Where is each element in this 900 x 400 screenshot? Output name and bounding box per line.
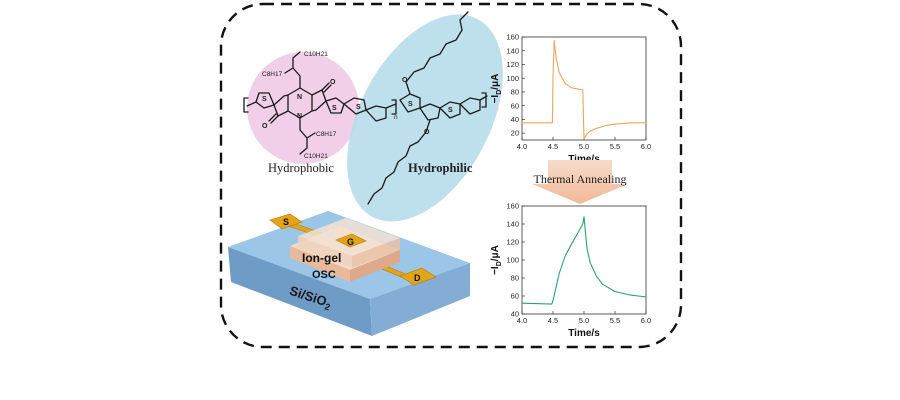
atom-label: N bbox=[297, 113, 302, 120]
y-tick-label: 100 bbox=[506, 256, 519, 265]
y-tick-label: 120 bbox=[506, 60, 519, 69]
y-tick-label: 120 bbox=[506, 238, 519, 247]
chain-label-bottom-a: C8H17 bbox=[316, 131, 337, 138]
y-axis-label: −ID/μA bbox=[490, 245, 503, 275]
x-tick-label: 6.0 bbox=[641, 316, 651, 325]
series-line bbox=[522, 39, 646, 140]
y-tick-label: 140 bbox=[506, 220, 519, 229]
drain-electrode bbox=[399, 267, 437, 286]
atom-label: N bbox=[297, 94, 302, 101]
atom-label: O bbox=[262, 123, 268, 130]
polymer-repeat-subscript: n bbox=[394, 114, 398, 121]
x-axis-label: Time/s bbox=[568, 328, 600, 339]
y-tick-label: 40 bbox=[511, 310, 519, 319]
polymer-structure: C10H21 C8H17 C8H17 C10H21 n N N O O O O … bbox=[243, 11, 503, 222]
x-axis-label: Time/s bbox=[568, 154, 600, 165]
atom-label: O bbox=[424, 129, 430, 136]
atom-label: S bbox=[408, 101, 413, 108]
x-tick-label: 5.0 bbox=[579, 316, 589, 325]
thiophene-ring bbox=[365, 105, 387, 122]
substrate-side-right bbox=[370, 263, 470, 336]
y-tick-label: 160 bbox=[506, 33, 519, 42]
atom-label: S bbox=[356, 104, 361, 111]
y-tick-label: 160 bbox=[506, 202, 519, 211]
ion-gel-side-right bbox=[352, 238, 400, 268]
thiophene-ring bbox=[399, 93, 421, 113]
x-tick-label: 4.0 bbox=[517, 316, 527, 325]
x-tick-label: 4.0 bbox=[517, 142, 527, 151]
hydrophobic-label: Hydrophobic bbox=[268, 161, 334, 175]
y-tick-label: 40 bbox=[511, 115, 519, 124]
source-electrode bbox=[269, 213, 303, 230]
hydrophobic-region bbox=[247, 52, 359, 164]
osc-label: OSC bbox=[312, 269, 336, 281]
atom-label: O bbox=[402, 77, 408, 84]
y-tick-label: 80 bbox=[511, 274, 519, 283]
osc-layer-side bbox=[290, 246, 350, 282]
ion-gel-side bbox=[298, 236, 352, 268]
series-line bbox=[521, 216, 647, 305]
y-axis-label: −ID/μA bbox=[490, 74, 503, 104]
thiophene-ring bbox=[459, 97, 481, 115]
alkyl-chain-bottom bbox=[299, 117, 316, 155]
ecT-device: Si/SiO2 S D G Ion-gel OSC bbox=[228, 211, 470, 336]
source-label: S bbox=[283, 217, 289, 227]
dashed-frame bbox=[219, 2, 683, 349]
atom-label: S bbox=[332, 105, 337, 112]
hydrophilic-region bbox=[347, 14, 503, 222]
x-tick-label: 4.5 bbox=[548, 316, 558, 325]
chain-label-bottom-b: C10H21 bbox=[304, 153, 328, 160]
x-tick-label: 5.0 bbox=[579, 142, 589, 151]
y-tick-label: 60 bbox=[511, 292, 519, 301]
chart-after-annealing: 4.0 4.5 5.0 5.5 6.0 40 60 80 100 120 140 160 Time/s −… bbox=[490, 202, 651, 339]
thiophene-ring bbox=[419, 103, 441, 121]
y-tick-label: 60 bbox=[511, 101, 519, 110]
thiophene-ring bbox=[439, 101, 461, 119]
gate-electrode bbox=[335, 233, 367, 248]
y-tick-label: 80 bbox=[511, 88, 519, 97]
x-tick-label: 6.0 bbox=[641, 142, 651, 151]
chain-label-top-a: C10H21 bbox=[304, 51, 328, 58]
ion-gel-label: Ion-gel bbox=[302, 251, 341, 265]
drain-label: D bbox=[414, 273, 421, 283]
arrow-label: Thermal Annealing bbox=[534, 172, 627, 186]
atom-label: O bbox=[330, 79, 336, 86]
chain-label-top-b: C8H17 bbox=[262, 71, 283, 78]
x-tick-label: 4.5 bbox=[548, 142, 558, 151]
osc-layer-side-right bbox=[350, 250, 400, 282]
arrow-shape bbox=[532, 160, 628, 204]
thermal-annealing-arrow: Thermal Annealing bbox=[532, 160, 628, 204]
glycol-chain-bottom bbox=[367, 119, 431, 205]
y-tick-label: 100 bbox=[506, 74, 519, 83]
glycol-chain-top bbox=[405, 11, 469, 95]
substrate-side-left bbox=[228, 247, 372, 336]
x-tick-label: 5.5 bbox=[610, 142, 620, 151]
thiophene-ring bbox=[343, 97, 367, 115]
gate-label: G bbox=[347, 237, 354, 247]
alkyl-chain-top bbox=[284, 51, 301, 89]
atom-label: S bbox=[448, 107, 453, 114]
thiophene-ring bbox=[325, 97, 345, 114]
hydrophilic-label: Hydrophilic bbox=[408, 161, 473, 175]
chart-before-annealing: 4.0 4.5 5.0 5.5 6.0 20 40 60 80 100 120 140 160 Time/… bbox=[490, 33, 651, 165]
atom-label: S bbox=[262, 96, 267, 103]
y-tick-label: 20 bbox=[511, 129, 519, 138]
y-tick-label: 140 bbox=[506, 46, 519, 55]
thiophene-ring bbox=[255, 92, 275, 109]
x-tick-label: 5.5 bbox=[610, 316, 620, 325]
